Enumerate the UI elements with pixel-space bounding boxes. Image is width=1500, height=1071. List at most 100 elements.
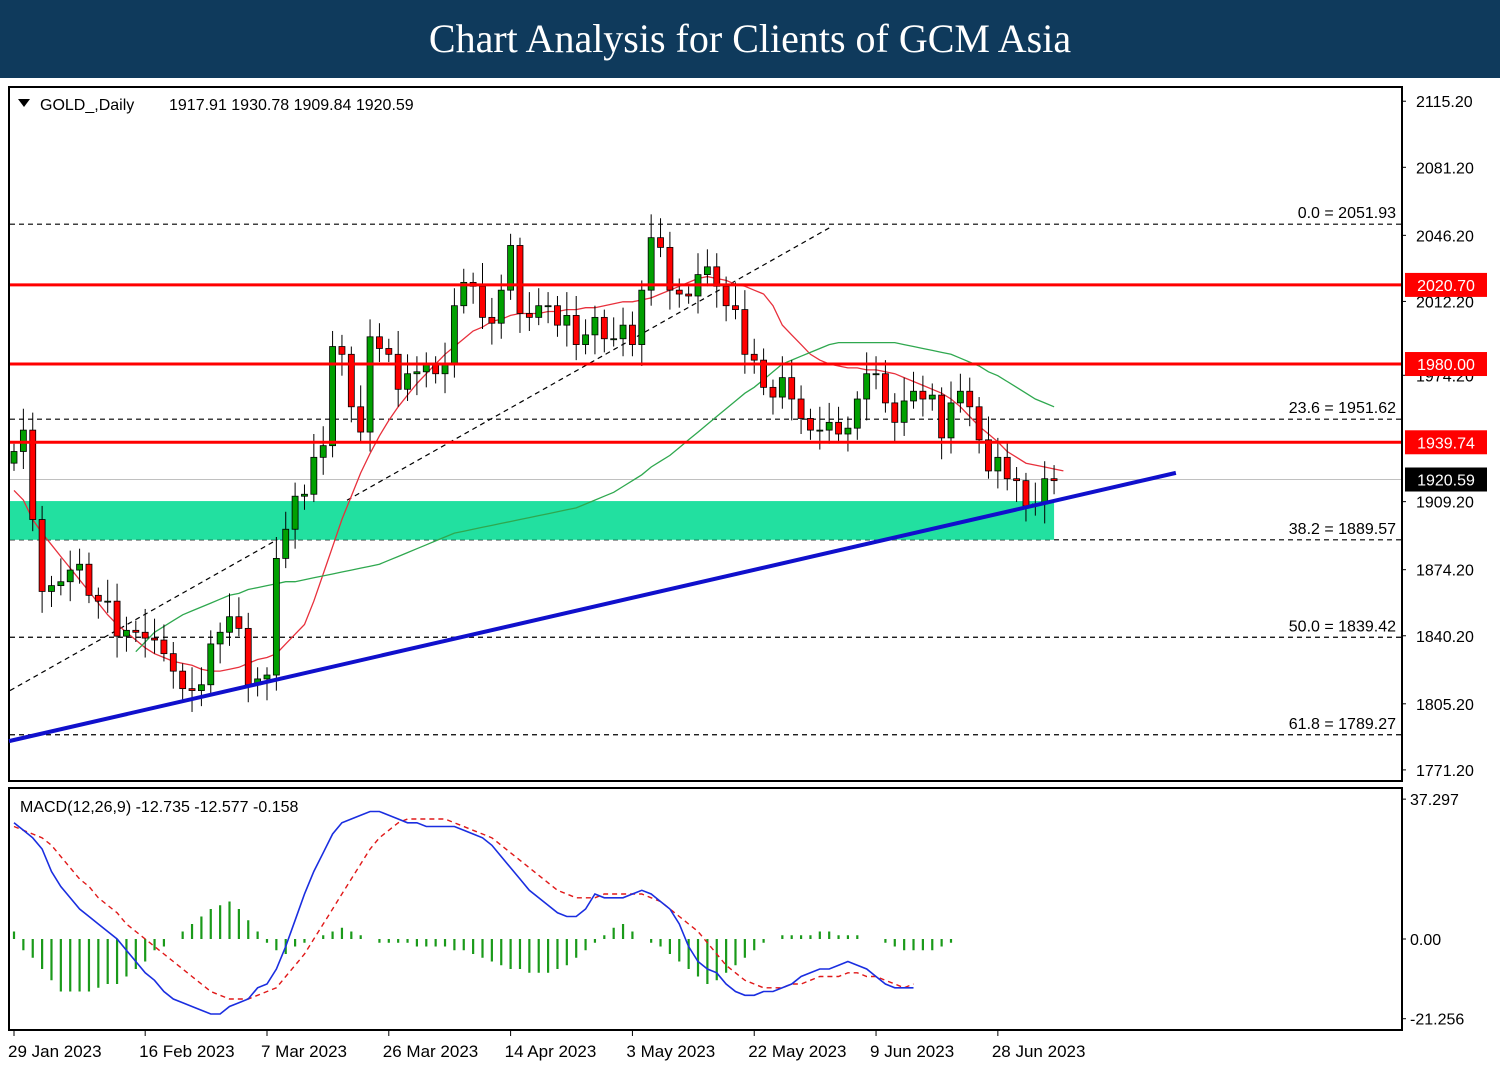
macd-main-line	[13, 810, 914, 1015]
price-tick-label: 2012.20	[1416, 294, 1474, 311]
candle-up	[413, 371, 421, 375]
candle-up	[947, 402, 955, 439]
candle-up	[301, 493, 308, 497]
level-tag-label: 1980.00	[1417, 357, 1475, 374]
candle-up	[853, 398, 861, 429]
candle-up	[366, 336, 374, 433]
candle-down	[376, 336, 383, 349]
candle-up	[563, 315, 571, 326]
candle-up	[310, 456, 318, 495]
candle-up	[291, 495, 299, 530]
candle-down	[188, 688, 196, 691]
candle-up	[703, 266, 711, 276]
candle-down	[516, 245, 524, 314]
candle-down	[750, 353, 758, 361]
fib-label: 23.6 = 1951.62	[1289, 400, 1396, 417]
candle-down	[732, 305, 739, 310]
candle-up	[216, 631, 224, 645]
candle-down	[572, 315, 580, 345]
candles-layer	[10, 214, 1058, 712]
candle-down	[554, 305, 561, 326]
candle-up	[610, 338, 618, 341]
candle-down	[629, 324, 636, 345]
candle-down	[235, 616, 243, 629]
candle-up	[497, 289, 505, 324]
candle-up	[450, 305, 458, 365]
candle-down	[525, 313, 533, 318]
candle-up	[647, 237, 655, 291]
candle-up	[123, 629, 130, 637]
price-tick-label: 1874.20	[1416, 563, 1474, 580]
candle-up	[76, 563, 83, 571]
candle-down	[94, 594, 102, 602]
price-axis: 2115.202081.202046.202012.201974.201909.…	[1401, 94, 1487, 780]
candle-down	[479, 285, 486, 318]
candle-down	[985, 439, 992, 472]
fib-label: 0.0 = 2051.93	[1298, 205, 1396, 222]
candle-down	[385, 348, 393, 355]
candle-down	[179, 670, 187, 690]
candle-down	[675, 289, 683, 295]
channel-dashed-line	[9, 227, 830, 692]
level-tag	[1405, 272, 1487, 297]
date-tick-label: 29 Jan 2023	[8, 1042, 102, 1061]
candle-down	[394, 353, 402, 390]
candle-up	[535, 305, 543, 318]
candle-up	[778, 377, 786, 398]
candle-down	[666, 246, 674, 291]
candle-up	[207, 643, 215, 686]
collapse-triangle-icon[interactable]	[18, 99, 30, 107]
candle-down	[966, 390, 974, 408]
macd-layer: 37.297 0.00 -21.256	[12, 792, 1464, 1029]
price-panel-frame	[8, 86, 1403, 782]
candle-down	[741, 309, 749, 355]
fib-label: 50.0 = 1839.42	[1289, 618, 1396, 635]
support-zone	[10, 501, 1055, 540]
fib-label: 38.2 = 1889.57	[1289, 521, 1396, 538]
price-tick-label: 2081.20	[1416, 160, 1474, 177]
fib-label: 61.8 = 1789.27	[1289, 716, 1396, 733]
candle-up	[48, 585, 55, 592]
date-tick-label: 7 Mar 2023	[261, 1042, 347, 1061]
candle-up	[104, 600, 112, 603]
chart-header-symbol: GOLD_,Daily	[40, 97, 134, 114]
date-tick-label: 14 Apr 2023	[505, 1042, 597, 1061]
candle-up	[507, 245, 515, 291]
candle-down	[657, 237, 664, 248]
macd-panel-frame	[8, 787, 1403, 1031]
candle-down	[338, 346, 346, 355]
candle-up	[994, 456, 1002, 472]
macd-tick-label: 0.00	[1410, 932, 1441, 949]
date-axis: 29 Jan 2023 16 Feb 2023 7 Mar 2023 26 Mar 2…	[8, 1030, 1085, 1061]
candle-up	[226, 616, 233, 633]
candle-up	[928, 394, 936, 400]
candle-down	[113, 600, 121, 637]
candle-up	[460, 281, 468, 307]
candle-down	[29, 429, 37, 520]
candle-down	[357, 406, 365, 433]
macd-tick-label: 37.297	[1410, 792, 1459, 809]
date-tick-label: 28 Jun 2023	[992, 1042, 1086, 1061]
macd-signal-line	[13, 818, 914, 1000]
date-tick-label: 9 Jun 2023	[870, 1042, 954, 1061]
ascending-trendline	[8, 470, 1177, 744]
candle-up	[404, 373, 411, 390]
candle-down	[722, 285, 730, 307]
candle-up	[872, 373, 880, 376]
candle-down	[600, 316, 608, 340]
candle-down	[347, 353, 355, 408]
candle-down	[160, 639, 168, 655]
candle-down	[975, 406, 983, 441]
price-tick-label: 1840.20	[1416, 629, 1474, 646]
price-tick-label: 1771.20	[1416, 763, 1474, 780]
levels-layer	[8, 283, 1401, 744]
candle-down	[1003, 456, 1011, 480]
date-tick-label: 26 Mar 2023	[383, 1042, 478, 1061]
candle-up	[329, 346, 336, 447]
banner-title: Chart Analysis for Clients of GCM Asia	[428, 16, 1072, 61]
candle-down	[1022, 480, 1030, 507]
date-tick-label: 3 May 2023	[626, 1042, 715, 1061]
candle-down	[1013, 478, 1020, 482]
price-tick-label: 1909.20	[1416, 495, 1474, 512]
candle-down	[488, 316, 496, 324]
